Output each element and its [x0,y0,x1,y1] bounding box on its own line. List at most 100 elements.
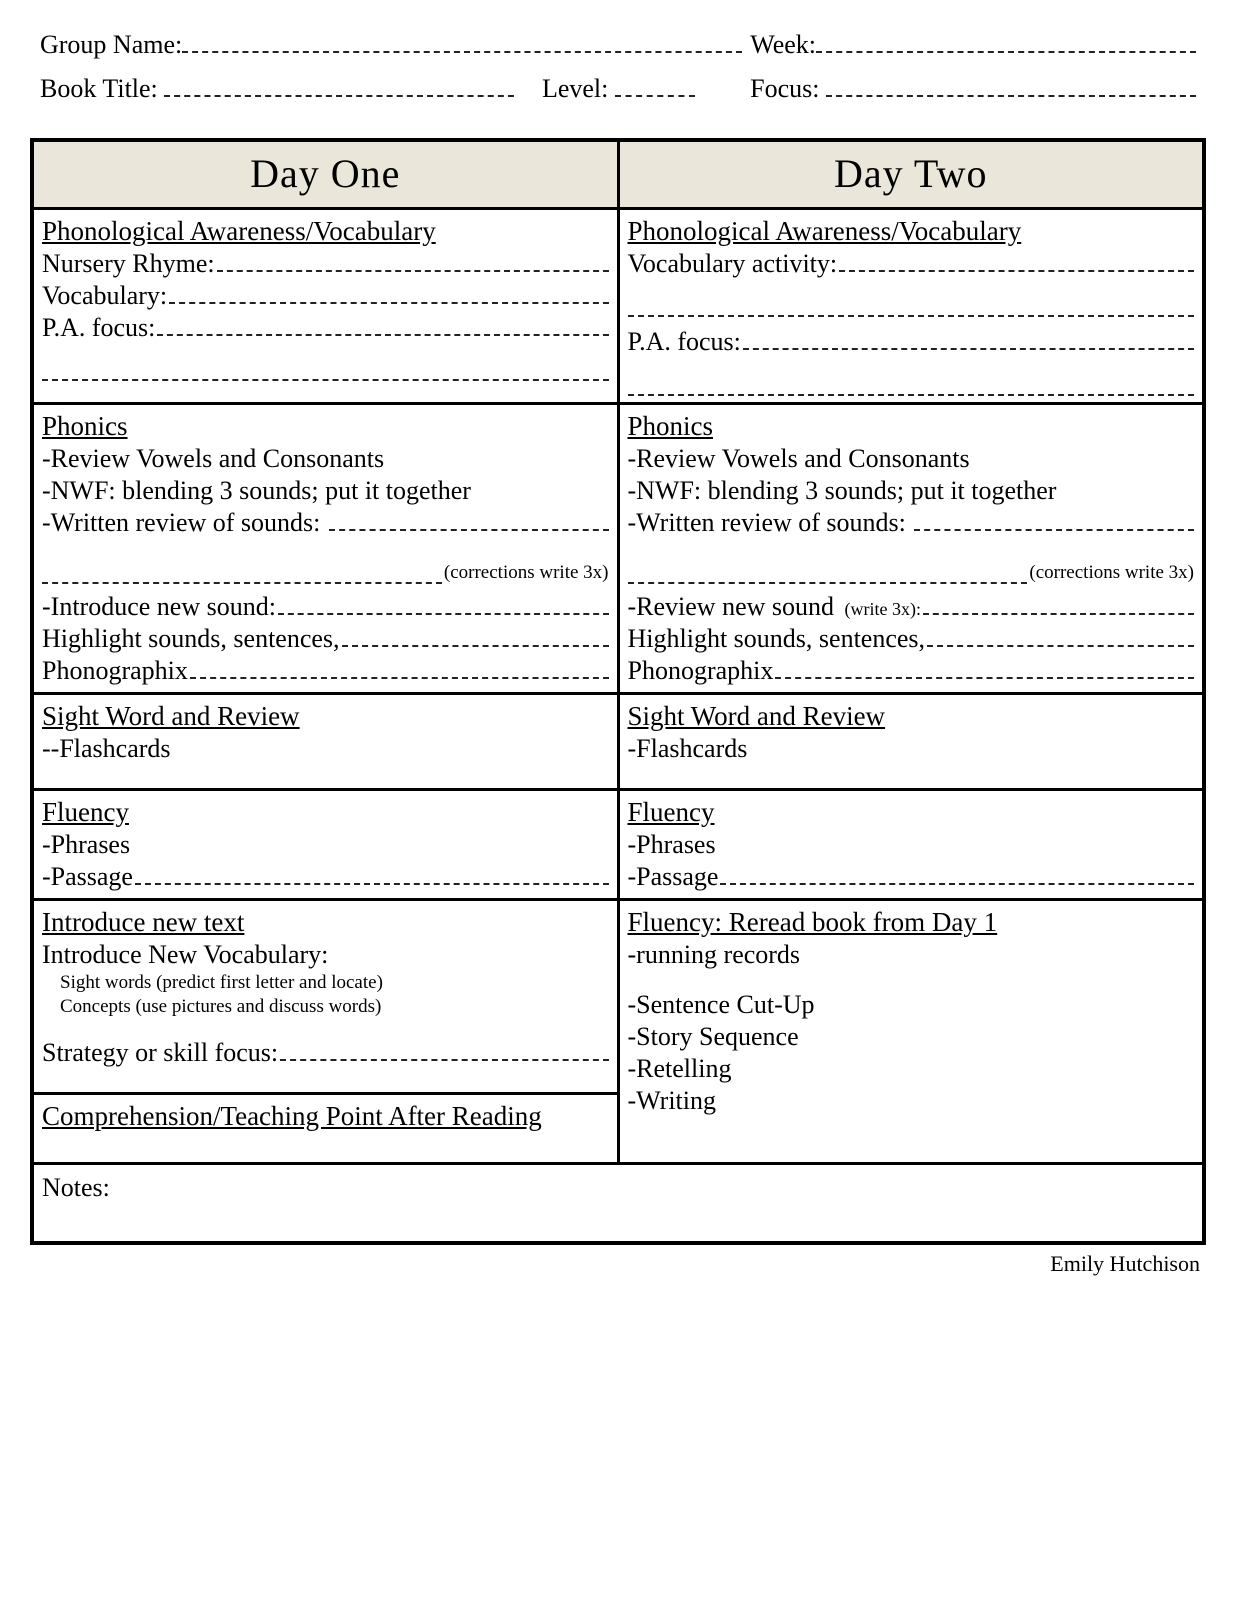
d1-phonographix-blank[interactable] [190,657,609,678]
d1-nursery-line: Nursery Rhyme: [42,249,609,279]
d1-phrases: -Phrases [42,830,609,860]
notes-label: Notes: [42,1173,1194,1203]
d2-phonics-cell: Phonics -Review Vowels and Consonants -N… [618,403,1204,693]
d2-review-line: -Review Vowels and Consonants [628,444,1195,474]
d1-written-blank[interactable] [329,509,609,530]
header-fields: Group Name: Week: Book Title: Level: Foc… [30,20,1206,138]
d1-nwf-line: -NWF: blending 3 sounds; put it together [42,476,609,506]
d2-pafocus-label: P.A. focus: [628,327,741,357]
d1-strategy-line: Strategy or skill focus: [42,1038,609,1068]
d2-pa-extra-blank-1[interactable] [628,303,1195,317]
d1-review-line: -Review Vowels and Consonants [42,444,609,474]
d2-vocabact-label: Vocabulary activity: [628,249,838,279]
d2-pa-extra-blank-2[interactable] [628,381,1195,395]
d2-review-sound-note: (write 3x): [845,599,921,620]
spacer [628,764,1195,782]
d1-pa-extra-blank[interactable] [42,367,609,381]
d2-written-line: -Written review of sounds: [628,508,1195,538]
d2-pafocus-blank[interactable] [743,329,1194,350]
d2-pa-title: Phonological Awareness/Vocabulary [628,216,1195,247]
d2-highlight-label: Highlight sounds, sentences, [628,624,926,654]
d2-written-blank[interactable] [914,509,1194,530]
d1-pafocus-blank[interactable] [157,315,608,336]
focus-blank[interactable] [826,75,1196,97]
d1-vocab-blank[interactable] [169,283,608,304]
header-row-2: Book Title: Level: Focus: [40,74,1196,104]
d1-pafocus-label: P.A. focus: [42,313,155,343]
week-blank[interactable] [816,31,1196,53]
d1-nursery-label: Nursery Rhyme: [42,249,215,279]
d1-fluency-title: Fluency [42,797,609,828]
d1-vocab-line: Vocabulary: [42,281,609,311]
notes-cell[interactable]: Notes: [32,1163,1204,1243]
d1-written-line: -Written review of sounds: [42,508,609,538]
d1-phonics-cell: Phonics -Review Vowels and Consonants -N… [32,403,618,693]
d1-comp-cell: Comprehension/Teaching Point After Readi… [34,1095,617,1162]
d2-corrections-blank[interactable] [628,576,1028,584]
d2-highlight-blank[interactable] [927,625,1194,646]
level-blank[interactable] [615,75,695,97]
d2-review-sound-line: -Review new sound (write 3x): [628,592,1195,622]
d2-corrections-text: (corrections write 3x) [1027,562,1194,584]
d1-phonographix-line: Phonographix [42,656,609,686]
d2-written-label: -Written review of sounds: [628,508,913,538]
d2-review-sound-blank[interactable] [923,593,1194,614]
day-one-header: Day One [32,140,618,209]
d2-pa-cell: Phonological Awareness/Vocabulary Vocabu… [618,209,1204,404]
d2-vocabact-blank[interactable] [839,251,1194,272]
header-row-1: Group Name: Week: [40,30,1196,60]
d1-highlight-label: Highlight sounds, sentences, [42,624,340,654]
d1-passage-blank[interactable] [135,863,609,884]
d2-fluency-cell: Fluency -Phrases -Passage [618,789,1204,899]
d2-review-sound-label: -Review new sound [628,592,841,622]
d1-pa-title: Phonological Awareness/Vocabulary [42,216,609,247]
d1-corrections-row: (corrections write 3x) [42,562,609,584]
d1-written-label: -Written review of sounds: [42,508,327,538]
group-name-blank[interactable] [182,31,742,53]
d2-phonics-title: Phonics [628,411,1195,442]
d1-pafocus-line: P.A. focus: [42,313,609,343]
d2-sequence: -Story Sequence [628,1022,1195,1052]
d1-introduce-sound-blank[interactable] [278,593,609,614]
d2-phonographix-line: Phonographix [628,656,1195,686]
d2-writing: -Writing [628,1086,1195,1116]
d1-intro-vocab: Introduce New Vocabulary: [42,940,609,970]
d1-corrections-text: (corrections write 3x) [442,562,609,584]
book-title-blank[interactable] [164,75,514,97]
d1-intro-sub1: Sight words (predict first letter and lo… [60,972,609,994]
d1-intro-sub2: Concepts (use pictures and discuss words… [60,996,609,1018]
d1-intro-cell: Introduce new text Introduce New Vocabul… [34,901,617,1095]
d2-passage-label: -Passage [628,862,719,892]
d1-nursery-blank[interactable] [217,251,609,272]
d1-strategy-label: Strategy or skill focus: [42,1038,278,1068]
d1-pa-cell: Phonological Awareness/Vocabulary Nurser… [32,209,618,404]
level-label: Level: [542,74,615,104]
d1-passage-line: -Passage [42,862,609,892]
d1-phonographix-label: Phonographix [42,656,188,686]
d2-passage-blank[interactable] [720,863,1194,884]
d2-retell: -Retelling [628,1054,1195,1084]
d1-strategy-blank[interactable] [280,1039,608,1060]
d2-passage-line: -Passage [628,862,1195,892]
d2-running: -running records [628,940,1195,970]
spacer [42,1018,609,1036]
d1-corrections-blank[interactable] [42,576,442,584]
d2-pafocus-line: P.A. focus: [628,327,1195,357]
d2-phonographix-label: Phonographix [628,656,774,686]
d1-highlight-blank[interactable] [342,625,609,646]
d1-sight-cell: Sight Word and Review --Flashcards [32,693,618,789]
d2-sight-cell: Sight Word and Review -Flashcards [618,693,1204,789]
spacer [628,970,1195,988]
d2-sight-title: Sight Word and Review [628,701,1195,732]
d1-fluency-cell: Fluency -Phrases -Passage [32,789,618,899]
d2-reread-cell: Fluency: Reread book from Day 1 -running… [618,899,1204,1163]
d2-phonographix-blank[interactable] [775,657,1194,678]
d2-cutup: -Sentence Cut-Up [628,990,1195,1020]
d1-sight-title: Sight Word and Review [42,701,609,732]
d1-introduce-sound-label: -Introduce new sound: [42,592,276,622]
d1-phonics-title: Phonics [42,411,609,442]
spacer [42,1068,609,1086]
d2-phrases: -Phrases [628,830,1195,860]
planning-grid: Day One Day Two Phonological Awareness/V… [30,138,1206,1245]
week-label: Week: [750,30,816,60]
